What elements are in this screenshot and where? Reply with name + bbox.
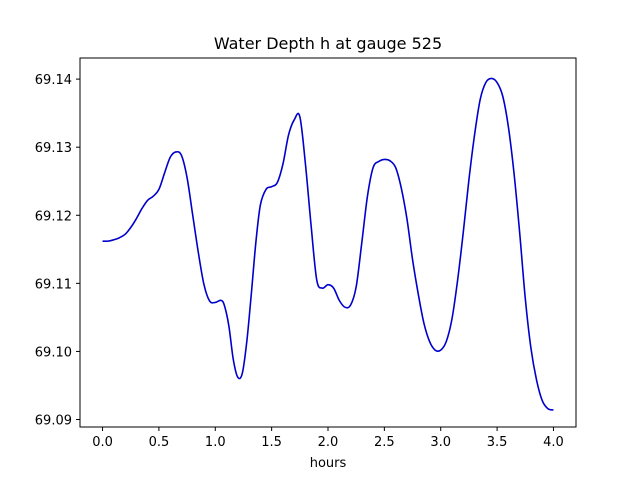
x-tick-label: 3.5 — [487, 435, 508, 450]
chart-title: Water Depth h at gauge 525 — [214, 34, 442, 53]
x-tick-label: 1.5 — [261, 435, 282, 450]
x-tick-label: 1.0 — [205, 435, 226, 450]
x-tick-label: 2.0 — [318, 435, 339, 450]
x-axis: 0.0 0.5 1.0 1.5 2.0 2.5 3.0 3.5 4.0 — [92, 427, 564, 450]
plot-frame — [79, 57, 577, 428]
y-tick-label: 69.13 — [35, 141, 72, 156]
x-tick-label: 2.5 — [374, 435, 395, 450]
x-axis-label: hours — [310, 456, 347, 471]
y-tick-label: 69.10 — [35, 345, 72, 360]
x-tick-label: 3.0 — [430, 435, 451, 450]
x-tick-label: 0.0 — [92, 435, 113, 450]
y-tick-label: 69.11 — [35, 277, 72, 292]
y-tick-label: 69.12 — [35, 209, 72, 224]
series-line — [102, 77, 554, 411]
y-tick-label: 69.09 — [35, 414, 72, 429]
x-tick-label: 0.5 — [149, 435, 170, 450]
y-tick-label: 69.14 — [35, 73, 72, 88]
x-tick-label: 4.0 — [543, 435, 564, 450]
y-axis: 69.09 69.10 69.11 69.12 69.13 69.14 — [35, 73, 80, 429]
